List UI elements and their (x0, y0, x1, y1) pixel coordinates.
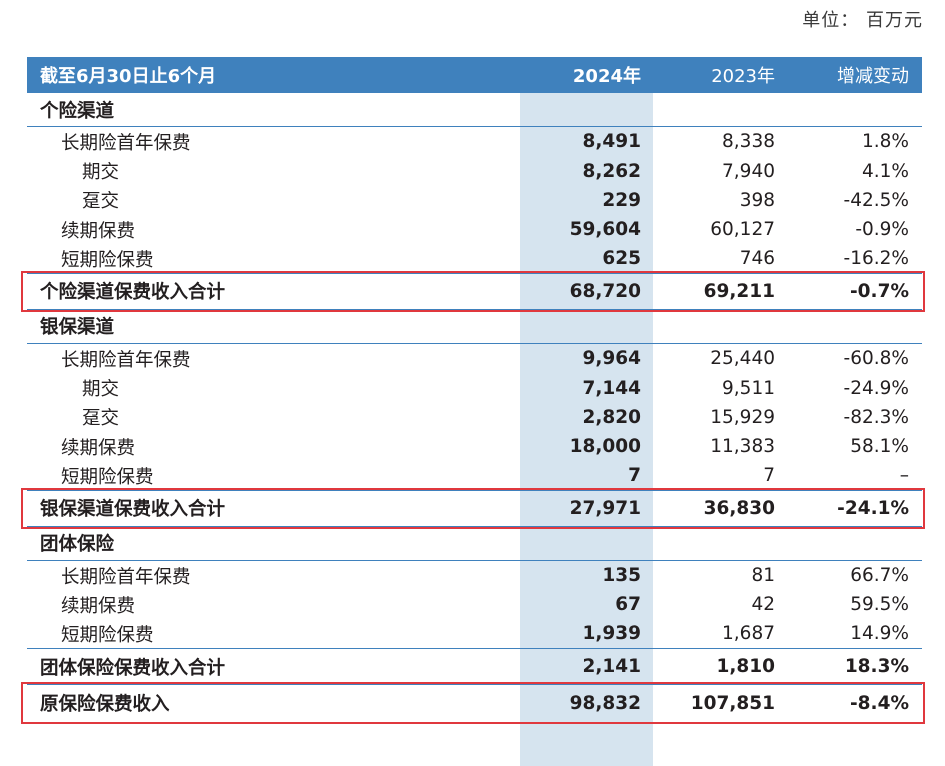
row-change: – (899, 465, 909, 487)
table-row: 短期险保费 1,939 1,687 14.9% (27, 620, 922, 650)
grand-total-2024: 98,832 (569, 692, 641, 714)
total-label: 团体保险保费收入合计 (40, 657, 226, 679)
row-2023: 60,127 (710, 219, 775, 241)
grand-total-row: 原保险保费收入 98,832 107,851 -8.4% (21, 682, 925, 725)
row-2023: 11,383 (710, 436, 775, 458)
total-row-individual: 个险渠道保费收入合计 68,720 69,211 -0.7% (21, 270, 925, 312)
row-2024: 229 (602, 189, 641, 211)
unit-label: 单位： 百万元 (802, 10, 923, 31)
row-2023: 9,511 (722, 377, 775, 399)
row-2023: 25,440 (710, 348, 775, 370)
row-change: -24.9% (843, 377, 909, 399)
highlight-column-2024 (520, 93, 653, 766)
row-2023: 7,940 (722, 160, 775, 182)
row-2024: 135 (602, 565, 641, 587)
total-label: 银保渠道保费收入合计 (40, 499, 226, 521)
row-change: 4.1% (862, 160, 909, 182)
table-row: 趸交 2,820 15,929 -82.3% (27, 403, 922, 432)
section-title-text: 团体保险 (40, 534, 115, 556)
row-change: 66.7% (850, 565, 909, 587)
row-change: 1.8% (862, 131, 909, 153)
row-change: -42.5% (843, 189, 909, 211)
row-2024: 1,939 (582, 623, 641, 645)
row-2024: 18,000 (569, 436, 641, 458)
total-2024: 27,971 (569, 497, 641, 519)
row-2023: 746 (739, 248, 775, 270)
table-header: 截至6月30日止6个月 2024年 2023年 增减变动 (27, 57, 922, 93)
table-row: 长期险首年保费 135 81 66.7% (27, 561, 922, 590)
row-label: 续期保费 (61, 220, 136, 242)
row-label: 期交 (82, 162, 120, 184)
row-change: 14.9% (850, 623, 909, 645)
row-change: 59.5% (850, 594, 909, 616)
section-title-bancassurance: 银保渠道 (27, 310, 922, 344)
table-row: 趸交 229 398 -42.5% (27, 186, 922, 215)
row-2023: 81 (751, 565, 775, 587)
header-2024: 2024年 (572, 66, 641, 87)
header-2023: 2023年 (711, 66, 775, 87)
row-2023: 1,687 (722, 623, 775, 645)
section-title-text: 个险渠道 (40, 100, 115, 122)
row-2023: 398 (739, 189, 775, 211)
row-2024: 7 (628, 465, 641, 487)
total-label: 个险渠道保费收入合计 (40, 282, 226, 304)
row-label: 长期险首年保费 (61, 349, 191, 371)
row-label: 短期险保费 (61, 249, 154, 271)
table-row: 期交 8,262 7,940 4.1% (27, 156, 922, 185)
row-label: 续期保费 (61, 595, 136, 617)
premium-table: 截至6月30日止6个月 2024年 2023年 增减变动 个险渠道 长期险首年保… (21, 57, 925, 766)
section-title-individual: 个险渠道 (27, 93, 922, 127)
table-row: 续期保费 18,000 11,383 58.1% (27, 432, 922, 461)
total-2023: 1,810 (716, 656, 775, 678)
grand-total-change: -8.4% (850, 692, 909, 714)
total-row-bancassurance: 银保渠道保费收入合计 27,971 36,830 -24.1% (21, 487, 925, 529)
section-title-text: 银保渠道 (40, 317, 115, 339)
row-label: 长期险首年保费 (61, 132, 191, 154)
row-label: 续期保费 (61, 437, 136, 459)
total-change: 18.3% (844, 656, 909, 678)
row-2024: 9,964 (582, 348, 641, 370)
total-2024: 2,141 (582, 656, 641, 678)
row-2024: 2,820 (582, 406, 641, 428)
table-row: 续期保费 59,604 60,127 -0.9% (27, 215, 922, 244)
row-label: 趸交 (82, 191, 120, 213)
header-change: 增减变动 (837, 66, 909, 87)
row-2023: 15,929 (710, 406, 775, 428)
row-2023: 42 (751, 594, 775, 616)
row-change: -82.3% (843, 406, 909, 428)
row-change: -60.8% (843, 348, 909, 370)
row-change: -16.2% (843, 248, 909, 270)
row-2023: 8,338 (722, 131, 775, 153)
row-2023: 7 (763, 465, 775, 487)
row-label: 短期险保费 (61, 466, 154, 488)
row-2024: 67 (615, 594, 641, 616)
row-change: -0.9% (855, 219, 909, 241)
table-row: 续期保费 67 42 59.5% (27, 590, 922, 619)
table-row: 长期险首年保费 8,491 8,338 1.8% (27, 127, 922, 156)
header-period: 截至6月30日止6个月 (40, 66, 217, 87)
row-change: 58.1% (850, 436, 909, 458)
total-change: -0.7% (850, 280, 909, 302)
total-2023: 69,211 (703, 280, 775, 302)
row-2024: 7,144 (582, 377, 641, 399)
row-2024: 625 (602, 248, 641, 270)
total-2023: 36,830 (703, 497, 775, 519)
table-row: 短期险保费 7 7 – (27, 462, 922, 491)
grand-total-2023: 107,851 (690, 692, 775, 714)
row-label: 短期险保费 (61, 624, 154, 646)
row-2024: 59,604 (569, 219, 641, 241)
total-2024: 68,720 (569, 280, 641, 302)
row-2024: 8,491 (582, 131, 641, 153)
total-change: -24.1% (837, 497, 909, 519)
table-row: 短期险保费 625 746 -16.2% (27, 245, 922, 274)
row-label: 趸交 (82, 408, 120, 430)
row-label: 期交 (82, 379, 120, 401)
table-row: 期交 7,144 9,511 -24.9% (27, 373, 922, 402)
table-row: 长期险首年保费 9,964 25,440 -60.8% (27, 344, 922, 373)
row-2024: 8,262 (582, 160, 641, 182)
section-title-group: 团体保险 (27, 527, 922, 561)
total-row-group: 团体保险保费收入合计 2,141 1,810 18.3% (27, 649, 922, 686)
grand-total-label: 原保险保费收入 (40, 694, 170, 716)
row-label: 长期险首年保费 (61, 566, 191, 588)
